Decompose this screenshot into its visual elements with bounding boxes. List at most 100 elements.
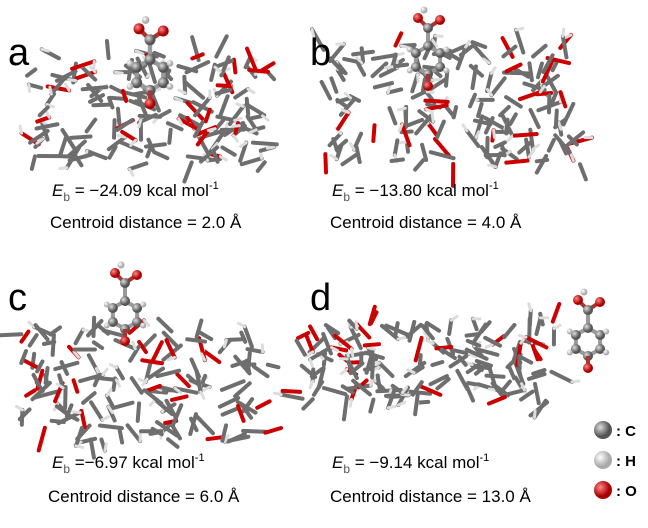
bond [29, 85, 41, 88]
hydrogen-atom [603, 350, 609, 356]
bond [526, 140, 529, 158]
h-bond [529, 304, 531, 311]
bond [506, 120, 507, 134]
bond [535, 384, 539, 403]
bond [94, 342, 102, 348]
h-bond [554, 325, 560, 328]
bond [0, 334, 21, 335]
h-bond [105, 444, 106, 451]
h-bond [341, 369, 346, 374]
bond [53, 335, 54, 355]
bond [37, 117, 49, 121]
binding-energy: Eb = −9.14 kcal mol-1 [332, 452, 489, 476]
bond [120, 431, 122, 443]
figure: a b c d Eb = −24.09 kcal mol-1 Centroid … [0, 0, 648, 528]
bond [508, 390, 525, 394]
h-bond [350, 144, 354, 150]
h-bond [69, 80, 76, 81]
bond [168, 439, 177, 447]
carbon-atom [583, 323, 593, 333]
bond [257, 401, 269, 407]
hydrogen-atom [127, 60, 134, 67]
bond [467, 334, 479, 335]
bond [509, 367, 514, 378]
bond [454, 107, 456, 117]
bond [192, 54, 202, 58]
bond [338, 98, 351, 102]
bond [249, 70, 268, 72]
hydrogen-atom [142, 16, 150, 24]
bond [425, 101, 447, 102]
oxygen-atom [573, 295, 583, 305]
h-bond [535, 410, 536, 417]
h-bond [451, 316, 457, 320]
oxygen-atom [110, 268, 120, 278]
hydrogen-atom [407, 47, 413, 53]
h-bond [398, 338, 405, 339]
bond [561, 92, 566, 106]
bond [553, 304, 559, 322]
h-bond [20, 126, 22, 133]
bond [206, 110, 210, 122]
h-bond [351, 349, 352, 356]
h-bond [116, 380, 119, 386]
bond [34, 375, 40, 386]
bond [516, 30, 523, 53]
bond [353, 52, 373, 55]
bond [501, 382, 510, 393]
bond [117, 368, 123, 379]
bond [420, 355, 421, 367]
panel-label: d [310, 277, 331, 319]
hydrogen-atom [594, 451, 612, 469]
bond [234, 60, 235, 73]
symbol: E [52, 453, 64, 472]
bond [200, 332, 212, 339]
oxygen-atom [158, 26, 169, 37]
oxygen-atom [145, 98, 156, 109]
energy-text: = −24.09 kcal mol [70, 181, 209, 200]
centroid-distance: Centroid distance = 6.0 Å [48, 487, 240, 506]
bond [428, 123, 436, 134]
h-bond [118, 136, 125, 138]
legend-label: : O [616, 483, 637, 500]
bond [536, 318, 540, 334]
bond [100, 425, 122, 428]
bond [510, 114, 516, 123]
h-bond [215, 67, 220, 72]
h-bond [432, 79, 439, 80]
h-bond [435, 36, 442, 37]
h-bond [76, 446, 83, 448]
hydrogen-atom [567, 350, 573, 356]
bond [244, 364, 255, 365]
bond [530, 311, 531, 326]
h-bond [248, 89, 254, 92]
bond [235, 89, 248, 97]
bond [242, 158, 262, 164]
h-bond [432, 115, 433, 122]
bond [74, 380, 78, 392]
bond [268, 365, 279, 368]
superscript: -1 [209, 180, 219, 192]
bond [378, 375, 380, 390]
bond [26, 390, 35, 395]
centroid-distance: Centroid distance = 4.0 Å [330, 213, 522, 232]
h-bond [386, 67, 393, 68]
bond [413, 92, 424, 97]
bond [118, 109, 119, 124]
oxygen-atom [435, 15, 445, 25]
bond [492, 78, 505, 95]
bond [405, 108, 406, 119]
bond [395, 65, 407, 66]
bond [297, 341, 305, 355]
h-bond [239, 323, 245, 326]
h-bond [16, 406, 22, 409]
hydrogen-atom [167, 60, 174, 67]
bond [538, 64, 542, 78]
bond [529, 63, 531, 80]
bond [44, 342, 54, 344]
energy-text: = −9.14 kcal mol [350, 453, 479, 472]
hydrogen-atom [104, 323, 110, 329]
superscript: -1 [480, 452, 490, 464]
bond [258, 162, 265, 171]
bond [410, 322, 415, 341]
